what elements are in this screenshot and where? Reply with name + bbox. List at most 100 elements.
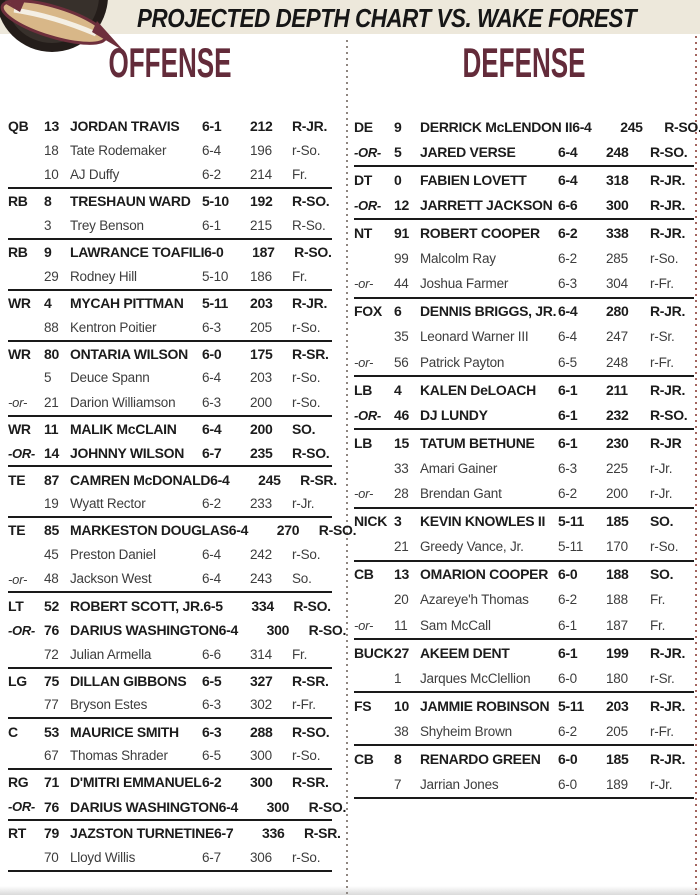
- jersey-number: 70: [44, 849, 59, 865]
- player-name: MALIK McCLAIN: [70, 420, 177, 437]
- player-class: Fr.: [650, 592, 666, 607]
- depth-row: -or- 48 Jackson West 6-4 243 So.: [8, 567, 332, 591]
- position-group: FOX 6 DENNIS BRIGGS, JR. 6-4 280 R-JR. 35 Leona…: [354, 299, 694, 377]
- player-name: Joshua Farmer: [420, 276, 509, 291]
- player-class: SO.: [292, 420, 316, 437]
- player-name: TATUM BETHUNE: [420, 434, 535, 451]
- jersey-number: 99: [394, 250, 409, 266]
- player-class: r-So.: [292, 547, 321, 563]
- player-height: 6-2: [558, 592, 577, 607]
- depth-row: -OR- 76 DARIUS WASHINGTON 6-4 300 R-SO.: [8, 795, 346, 819]
- player-height: 6-5: [203, 597, 223, 614]
- player-name: CAMREN McDONALD: [70, 471, 211, 488]
- position-label: FS: [354, 697, 372, 714]
- player-name: Jackson West: [70, 571, 152, 587]
- player-height: 6-5: [202, 672, 222, 689]
- position-label: WR: [8, 345, 31, 362]
- player-class: r-So.: [292, 748, 321, 764]
- player-weight: 200: [250, 394, 272, 410]
- player-height: 6-5: [558, 354, 577, 370]
- player-name: Azareye'h Thomas: [420, 592, 529, 607]
- defense-table: DE 9 DERRICK McLENDON II 6-4 245 R-SO. -OR- 5 JA…: [354, 114, 700, 799]
- jersey-number: 21: [44, 394, 59, 410]
- player-weight: 187: [606, 617, 628, 633]
- player-name: ROBERT COOPER: [420, 224, 540, 241]
- depth-row: 1 Jarques McClellion 6-0 180 r-Sr.: [354, 666, 694, 692]
- position-label: C: [8, 723, 18, 740]
- player-class: r-So.: [650, 539, 679, 554]
- position-label: -OR-: [354, 197, 381, 213]
- seminoles-logo-icon: [0, 0, 124, 52]
- player-weight: 327: [250, 672, 273, 689]
- player-weight: 188: [606, 566, 629, 583]
- player-weight: 338: [606, 224, 629, 241]
- jersey-number: 8: [44, 193, 52, 210]
- jersey-number: 1: [394, 670, 402, 686]
- player-weight: 336: [262, 825, 285, 842]
- player-weight: 300: [250, 774, 273, 791]
- player-name: Jarques McClellion: [420, 670, 531, 686]
- position-label: CB: [354, 566, 374, 583]
- player-class: R-SO.: [650, 407, 688, 424]
- depth-row: 72 Julian Armella 6-6 314 Fr.: [8, 642, 332, 666]
- player-class: SO.: [650, 566, 674, 583]
- depth-row: DE 9 DERRICK McLENDON II 6-4 245 R-SO.: [354, 114, 700, 140]
- position-label: DE: [354, 118, 373, 135]
- player-name: Thomas Shrader: [70, 748, 168, 764]
- depth-row: CB 13 OMARION COOPER 6-0 188 SO.: [354, 562, 694, 588]
- jersey-number: 88: [44, 319, 59, 335]
- player-weight: 302: [250, 697, 272, 713]
- position-label: -or-: [354, 276, 374, 292]
- offense-heading: OFFENSE: [108, 39, 232, 86]
- position-label: RB: [8, 193, 28, 210]
- depth-row: -or- 56 Patrick Payton 6-5 248 r-Fr.: [354, 350, 694, 376]
- player-class: R-SO.: [308, 622, 347, 638]
- jersey-number: 15: [394, 434, 409, 451]
- depth-row: LB 15 TATUM BETHUNE 6-1 230 R-JR: [354, 430, 694, 456]
- player-height: 6-1: [558, 617, 577, 633]
- page-title: PROJECTED DEPTH CHART VS. WAKE FOREST: [137, 3, 637, 33]
- player-class: r-So.: [292, 849, 321, 865]
- depth-row: LB 4 KALEN DeLOACH 6-1 211 R-JR.: [354, 377, 694, 403]
- player-class: r-So.: [650, 250, 679, 266]
- jersey-number: 56: [394, 354, 409, 370]
- player-class: r-Sr.: [650, 329, 675, 344]
- depth-row: -or- 21 Darion Williamson 6-3 200 r-So.: [8, 390, 332, 414]
- player-weight: 186: [250, 268, 272, 284]
- player-height: 6-0: [558, 566, 578, 583]
- jersey-number: 76: [44, 622, 59, 638]
- position-group: LB 15 TATUM BETHUNE 6-1 230 R-JR 33 Amari Gaine…: [354, 430, 694, 509]
- position-group: C 53 MAURICE SMITH 6-3 288 R-SO. 67 Thomas Shra…: [8, 719, 332, 771]
- depth-row: -OR- 76 DARIUS WASHINGTON 6-4 300 R-SO.: [8, 618, 346, 642]
- player-weight: 203: [250, 370, 272, 386]
- player-name: AJ Duffy: [70, 167, 120, 183]
- column-divider-dotted: [346, 40, 348, 895]
- position-label: TE: [8, 522, 26, 539]
- position-group: DE 9 DERRICK McLENDON II 6-4 245 R-SO. -OR- 5 JA…: [354, 114, 700, 167]
- player-class: Fr.: [292, 268, 308, 284]
- player-height: 6-0: [204, 244, 224, 261]
- jersey-number: 53: [44, 723, 59, 740]
- position-label: FOX: [354, 303, 382, 320]
- depth-row: 77 Bryson Estes 6-3 302 r-Fr.: [8, 693, 332, 717]
- jersey-number: 21: [394, 539, 409, 554]
- jersey-number: 52: [44, 597, 59, 614]
- position-group: LB 4 KALEN DeLOACH 6-1 211 R-JR. -OR- 46 DJ LUND…: [354, 377, 694, 430]
- player-weight: 214: [250, 167, 272, 183]
- player-class: R-JR.: [292, 118, 328, 135]
- player-weight: 188: [606, 592, 628, 607]
- depth-row: 19 Wyatt Rector 6-2 233 r-Jr.: [8, 492, 332, 516]
- player-name: DILLAN GIBBONS: [70, 672, 187, 689]
- player-class: R-JR.: [650, 644, 686, 661]
- player-class: R-SO.: [318, 522, 357, 539]
- player-weight: 245: [620, 118, 643, 135]
- defense-column: DEFENSE DE 9 DERRICK McLENDON II 6-4 245 R-SO…: [354, 42, 700, 799]
- player-class: r-Jr.: [650, 460, 673, 476]
- depth-row: 3 Trey Benson 6-1 215 R-So.: [8, 214, 332, 238]
- player-name: Rodney Hill: [70, 268, 137, 284]
- player-height: 6-2: [202, 774, 222, 791]
- player-height: 6-3: [202, 394, 221, 410]
- depth-row: 38 Shyheim Brown 6-2 205 r-Fr.: [354, 719, 694, 745]
- player-name: FABIEN LOVETT: [420, 171, 527, 188]
